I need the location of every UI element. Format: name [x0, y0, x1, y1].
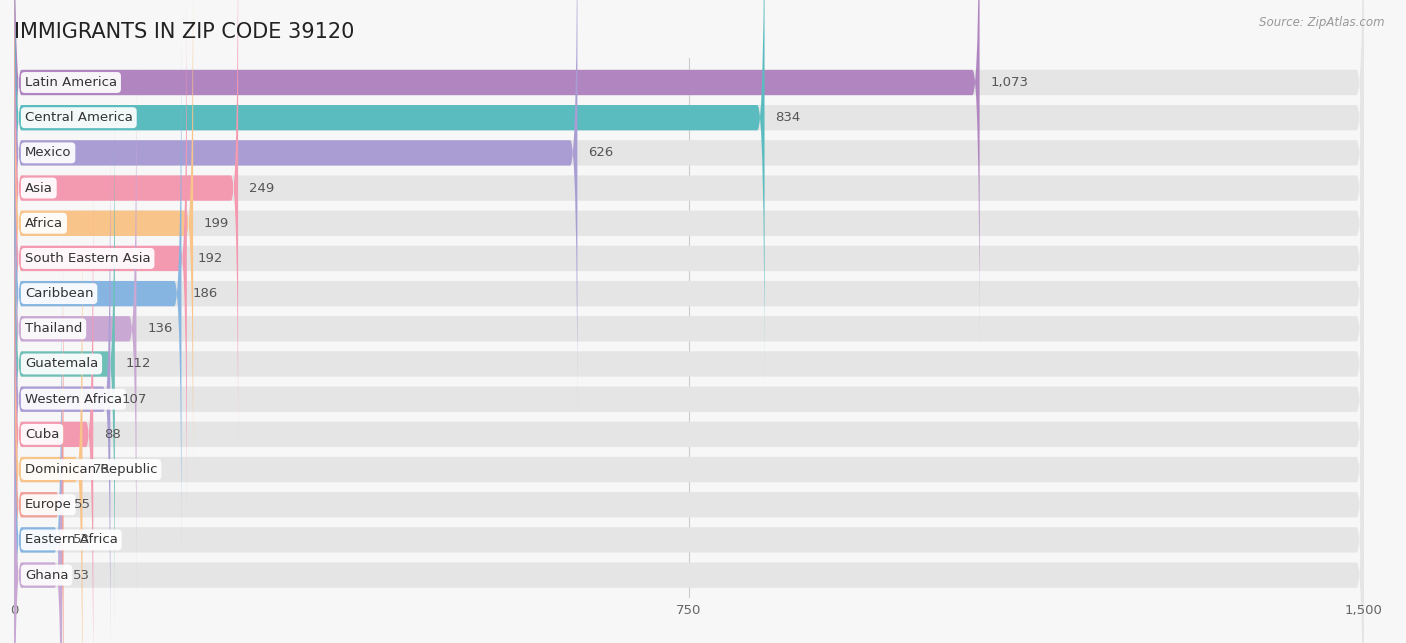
Text: Dominican Republic: Dominican Republic	[25, 463, 157, 476]
FancyBboxPatch shape	[14, 0, 1364, 492]
Text: 1,073: 1,073	[990, 76, 1028, 89]
Text: Eastern Africa: Eastern Africa	[25, 534, 118, 547]
FancyBboxPatch shape	[14, 131, 1364, 643]
Text: 55: 55	[75, 498, 91, 511]
Text: 136: 136	[148, 322, 173, 335]
FancyBboxPatch shape	[14, 236, 63, 643]
FancyBboxPatch shape	[14, 0, 980, 351]
Text: 107: 107	[121, 393, 146, 406]
Text: Mexico: Mexico	[25, 147, 72, 159]
FancyBboxPatch shape	[14, 25, 1364, 563]
Text: 186: 186	[193, 287, 218, 300]
FancyBboxPatch shape	[14, 0, 238, 457]
FancyBboxPatch shape	[14, 0, 193, 492]
Text: Thailand: Thailand	[25, 322, 82, 335]
FancyBboxPatch shape	[14, 0, 1364, 527]
FancyBboxPatch shape	[14, 60, 136, 597]
FancyBboxPatch shape	[14, 131, 110, 643]
FancyBboxPatch shape	[14, 271, 62, 643]
Text: Source: ZipAtlas.com: Source: ZipAtlas.com	[1260, 16, 1385, 29]
FancyBboxPatch shape	[14, 95, 1364, 633]
FancyBboxPatch shape	[14, 25, 181, 563]
Text: Europe: Europe	[25, 498, 72, 511]
FancyBboxPatch shape	[14, 306, 1364, 643]
Text: Western Africa: Western Africa	[25, 393, 122, 406]
FancyBboxPatch shape	[14, 236, 1364, 643]
FancyBboxPatch shape	[14, 165, 93, 643]
Text: Guatemala: Guatemala	[25, 358, 98, 370]
FancyBboxPatch shape	[14, 271, 1364, 643]
Text: South Eastern Asia: South Eastern Asia	[25, 252, 150, 265]
FancyBboxPatch shape	[14, 0, 1364, 386]
Text: 192: 192	[198, 252, 224, 265]
Text: Cuba: Cuba	[25, 428, 59, 441]
Text: IMMIGRANTS IN ZIP CODE 39120: IMMIGRANTS IN ZIP CODE 39120	[14, 23, 354, 42]
Text: 834: 834	[775, 111, 800, 124]
FancyBboxPatch shape	[14, 165, 1364, 643]
FancyBboxPatch shape	[14, 0, 1364, 422]
Text: 53: 53	[73, 534, 90, 547]
Text: 199: 199	[204, 217, 229, 230]
Text: 76: 76	[93, 463, 110, 476]
Text: 249: 249	[249, 181, 274, 195]
Text: Asia: Asia	[25, 181, 53, 195]
FancyBboxPatch shape	[14, 0, 578, 422]
Text: Latin America: Latin America	[25, 76, 117, 89]
Text: 112: 112	[125, 358, 150, 370]
Text: Caribbean: Caribbean	[25, 287, 93, 300]
Text: Central America: Central America	[25, 111, 132, 124]
FancyBboxPatch shape	[14, 0, 765, 386]
FancyBboxPatch shape	[14, 201, 83, 643]
Text: Ghana: Ghana	[25, 568, 69, 582]
FancyBboxPatch shape	[14, 201, 1364, 643]
FancyBboxPatch shape	[14, 60, 1364, 597]
Text: 626: 626	[588, 147, 613, 159]
FancyBboxPatch shape	[14, 0, 187, 527]
FancyBboxPatch shape	[14, 0, 1364, 457]
Text: Africa: Africa	[25, 217, 63, 230]
FancyBboxPatch shape	[14, 95, 115, 633]
Text: 88: 88	[104, 428, 121, 441]
FancyBboxPatch shape	[14, 306, 62, 643]
FancyBboxPatch shape	[14, 0, 1364, 351]
Text: 53: 53	[73, 568, 90, 582]
